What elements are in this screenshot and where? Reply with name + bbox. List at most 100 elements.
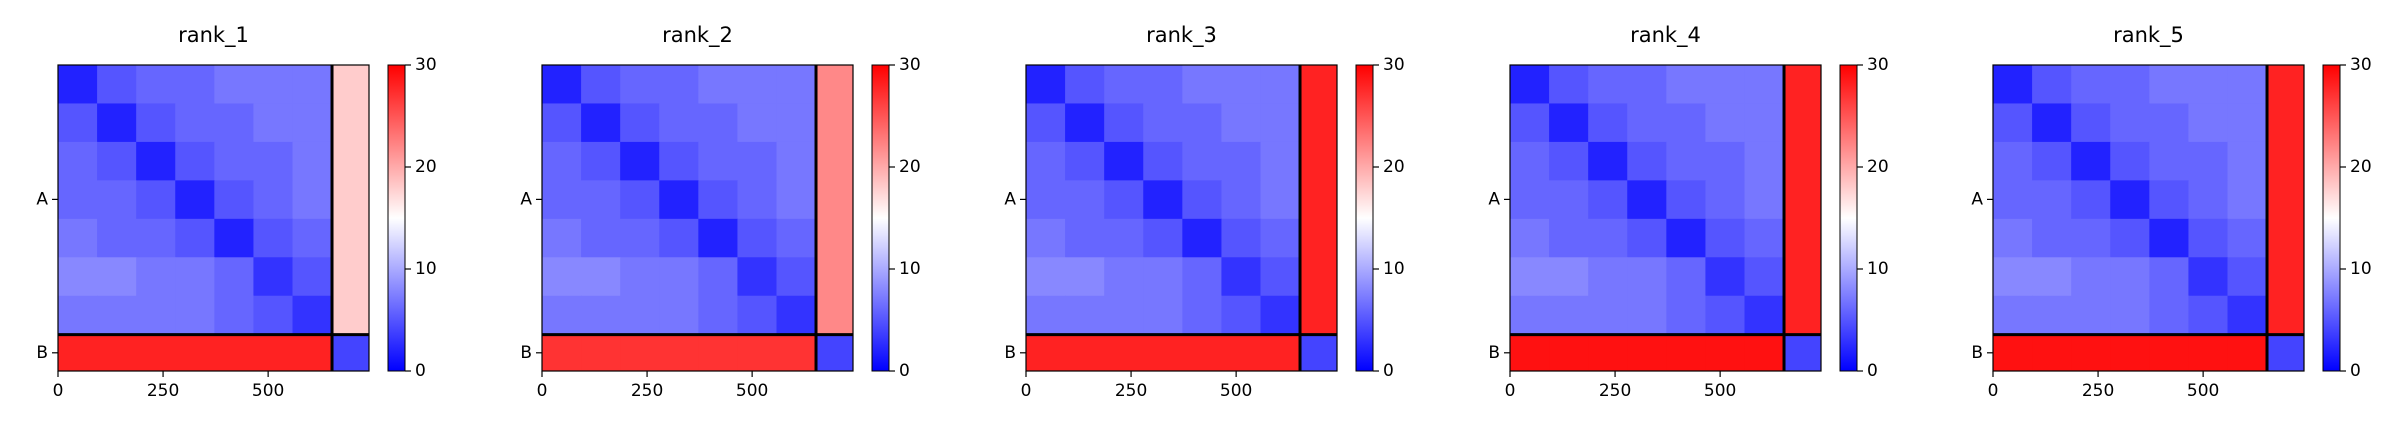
heatmap-cell bbox=[1588, 141, 1628, 181]
heatmap-cell bbox=[776, 141, 817, 181]
y-tick-label: A bbox=[1971, 189, 1983, 209]
heatmap-cell bbox=[737, 180, 778, 220]
heatmap-cell bbox=[58, 103, 98, 143]
heatmap-cell bbox=[659, 334, 699, 372]
heatmap-cell bbox=[253, 218, 294, 258]
heatmap-cell bbox=[620, 257, 660, 297]
heatmap-cell bbox=[2110, 218, 2150, 258]
heatmap-cell bbox=[1065, 334, 1105, 372]
heatmap-cell bbox=[737, 65, 778, 104]
heatmap-cell bbox=[542, 65, 582, 104]
colorbar-tick-label: 0 bbox=[415, 361, 426, 381]
x-tick-label: 250 bbox=[1599, 381, 1631, 401]
heatmap-cell bbox=[292, 103, 333, 143]
heatmap-cell bbox=[1666, 103, 1706, 143]
heatmap-cell bbox=[214, 334, 254, 372]
heatmap-cell bbox=[620, 65, 660, 104]
heatmap-cell bbox=[1627, 65, 1667, 104]
heatmap-cell bbox=[542, 180, 582, 220]
heatmap-cell bbox=[1993, 334, 2033, 372]
heatmap-cell bbox=[581, 257, 621, 297]
x-tick-label: 0 bbox=[1505, 381, 1516, 401]
heatmap-cell bbox=[2032, 180, 2072, 220]
heatmap-cell bbox=[2188, 257, 2229, 297]
colorbar-tick-label: 30 bbox=[1383, 55, 1405, 75]
heatmap-cell bbox=[620, 103, 660, 143]
panel-title: rank_2 bbox=[662, 23, 733, 48]
heatmap-cell bbox=[214, 141, 254, 181]
colorbar-tick-label: 10 bbox=[1383, 259, 1405, 279]
heatmap-cell bbox=[97, 65, 137, 104]
heatmap-cell bbox=[1588, 257, 1628, 297]
heatmap-cell bbox=[2149, 334, 2189, 372]
heatmap-cell bbox=[58, 257, 98, 297]
heatmap-cell bbox=[2032, 65, 2072, 104]
heatmap-cell bbox=[1143, 180, 1183, 220]
colorbar bbox=[871, 64, 890, 372]
heatmap-cell bbox=[58, 65, 98, 104]
heatmap-cell bbox=[2071, 295, 2111, 336]
heatmap-cell bbox=[1260, 103, 1301, 143]
heatmap-cell bbox=[1221, 103, 1262, 143]
heatmap-cell bbox=[1065, 65, 1105, 104]
heatmap-cell bbox=[1784, 257, 1822, 297]
heatmap-cell bbox=[58, 295, 98, 336]
heatmap-cell bbox=[2267, 218, 2305, 258]
heatmap-cell bbox=[581, 65, 621, 104]
heatmap-cell bbox=[1705, 141, 1746, 181]
heatmap-cell bbox=[2149, 257, 2189, 297]
heatmap-cell bbox=[2149, 103, 2189, 143]
heatmap-cell bbox=[581, 218, 621, 258]
heatmap-cell bbox=[2071, 257, 2111, 297]
heatmap-cell bbox=[1705, 180, 1746, 220]
heatmap-cell bbox=[1666, 218, 1706, 258]
heatmap-cell bbox=[1143, 141, 1183, 181]
heatmap-cell bbox=[1666, 141, 1706, 181]
heatmap-cell bbox=[1104, 141, 1144, 181]
colorbar-tick-label: 0 bbox=[1867, 361, 1878, 381]
heatmap-cell bbox=[2149, 218, 2189, 258]
heatmap-cell bbox=[816, 65, 854, 104]
colorbar-tick-label: 0 bbox=[2350, 361, 2361, 381]
heatmap-cell bbox=[1627, 103, 1667, 143]
heatmap-cell bbox=[136, 218, 176, 258]
x-tick-label: 500 bbox=[1220, 381, 1252, 401]
heatmap-cell bbox=[1260, 257, 1301, 297]
heatmap-cell bbox=[737, 334, 778, 372]
heatmap-cell bbox=[698, 65, 738, 104]
heatmap-cell bbox=[97, 295, 137, 336]
heatmap-cell bbox=[1510, 103, 1550, 143]
colorbar-tick-label: 30 bbox=[1867, 55, 1889, 75]
heatmap-cell bbox=[1666, 295, 1706, 336]
x-tick-label: 500 bbox=[252, 381, 284, 401]
x-tick-label: 0 bbox=[537, 381, 548, 401]
heatmap-cell bbox=[136, 141, 176, 181]
heatmap-cell bbox=[58, 180, 98, 220]
heatmap-cell bbox=[1260, 218, 1301, 258]
heatmap-cell bbox=[1784, 103, 1822, 143]
heatmap-cell bbox=[698, 334, 738, 372]
heatmap-cell bbox=[1300, 180, 1338, 220]
heatmap-cell bbox=[1026, 103, 1066, 143]
heatmap-cell bbox=[2227, 65, 2268, 104]
heatmap-cell bbox=[332, 180, 370, 220]
heatmap-cell bbox=[1104, 295, 1144, 336]
heatmap-cell bbox=[2110, 103, 2150, 143]
heatmap-cell bbox=[1143, 295, 1183, 336]
heatmap-cell bbox=[2110, 180, 2150, 220]
heatmap-cell bbox=[1993, 65, 2033, 104]
heatmap-cell bbox=[2188, 218, 2229, 258]
heatmap-cell bbox=[1744, 65, 1785, 104]
heatmap-cell bbox=[659, 65, 699, 104]
heatmap-cell bbox=[2267, 257, 2305, 297]
heatmap-cell bbox=[1026, 65, 1066, 104]
heatmap-cell bbox=[2149, 65, 2189, 104]
heatmap-cell bbox=[292, 65, 333, 104]
colorbar-tick-label: 10 bbox=[415, 259, 437, 279]
heatmap-cell bbox=[332, 295, 370, 336]
heatmap-cell bbox=[1221, 65, 1262, 104]
panel-title: rank_1 bbox=[178, 23, 249, 48]
heatmap-cell bbox=[1744, 141, 1785, 181]
heatmap-cell bbox=[1510, 141, 1550, 181]
